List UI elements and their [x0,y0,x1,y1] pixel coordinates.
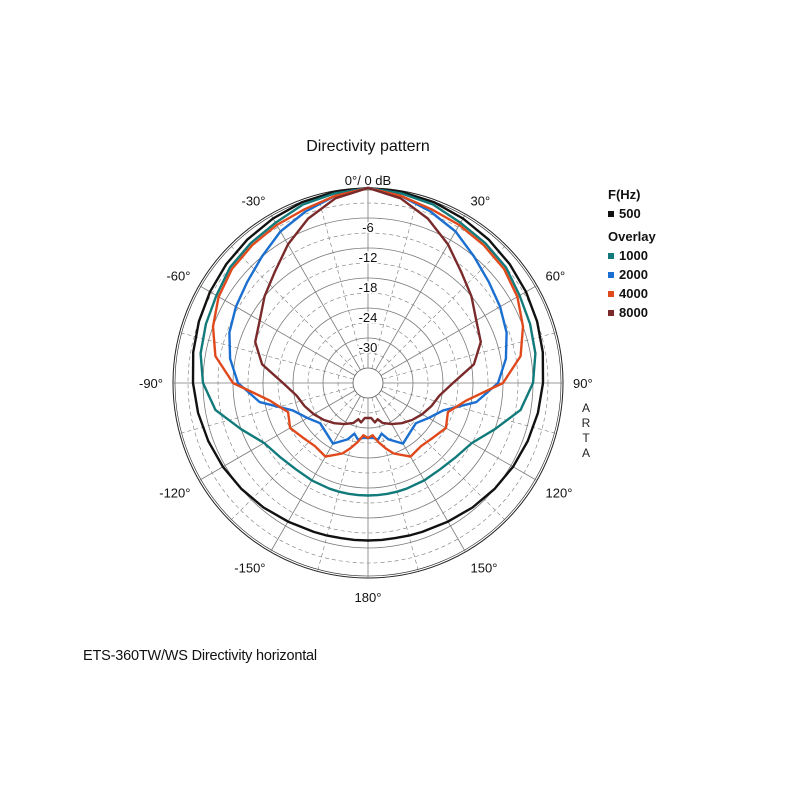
polar-grid [172,187,564,579]
angle-label: -60° [166,269,190,284]
angle-label: 120° [546,486,573,501]
legend-label-4000: 4000 [619,286,648,301]
radial-labels: 0°/ 0 dB -6 -12 -18 -24 -30 [345,173,391,357]
caption: ETS-360TW/WS Directivity horizontal [83,648,317,664]
brand-letter: T [582,431,590,445]
grid-spoke [179,332,354,380]
legend-item-500: 500 [608,204,656,223]
angle-label: 150° [471,561,498,576]
grid-spoke [382,386,557,434]
legend-item-1000: 1000 [608,246,656,265]
angle-label: 60° [546,269,566,284]
radial-label: -12 [359,250,378,265]
legend: F(Hz) 500 Overlay 1000 2000 4000 8000 [608,185,656,322]
angle-label: 180° [355,590,382,605]
series-line-8000 [254,186,482,426]
grid-spoke [380,390,538,481]
legend-label-8000: 8000 [619,305,648,320]
legend-swatch-2000 [608,271,614,278]
legend-label-1000: 1000 [619,248,648,263]
radial-label: 0°/ 0 dB [345,173,391,188]
chart-title: Directivity pattern [306,138,430,155]
radial-label: -24 [359,310,378,325]
grid-spoke [198,285,356,376]
radial-label: -30 [359,340,378,355]
legend-swatch-8000 [608,309,614,316]
legend-item-4000: 4000 [608,284,656,303]
angle-label: -30° [242,193,266,208]
brand-letter: A [582,401,590,415]
brand-letter: R [582,416,591,430]
legend-label-2000: 2000 [619,267,648,282]
series-line-4000 [211,186,525,458]
angle-label: -150° [234,561,265,576]
angle-label: 30° [471,193,491,208]
grid-spoke [317,397,365,572]
angle-label: -90° [139,376,163,391]
grid-spoke [375,213,466,371]
series-lines [191,186,545,542]
angle-label: 90° [573,376,593,391]
angle-label: -120° [159,486,190,501]
series-line-500 [191,186,545,542]
legend-swatch-1000 [608,252,614,259]
legend-swatch-500 [608,210,614,217]
radial-label: -6 [362,220,374,235]
radial-label: -18 [359,280,378,295]
legend-title: F(Hz) [608,187,641,202]
angle-labels: -30° 30° -60° 60° -90° 90° -120° 120° -150° 150° 1… [139,193,593,605]
brand-letter: A [582,446,590,460]
legend-overlay-title: Overlay [608,229,656,244]
grid-spoke [378,393,507,522]
grid-spoke [198,390,356,481]
grid-spoke [179,386,354,434]
grid-spoke [270,213,361,371]
grid-spoke [371,194,419,369]
legend-label-500: 500 [619,206,641,221]
grid-spoke [270,395,361,553]
legend-item-8000: 8000 [608,303,656,322]
grid-spoke [375,395,466,553]
legend-swatch-4000 [608,290,614,297]
grid-spoke [229,244,358,373]
grid-spoke [317,194,365,369]
legend-item-2000: 2000 [608,265,656,284]
grid-spoke [229,393,358,522]
grid-spoke [371,397,419,572]
center-ring [352,367,384,399]
grid-spoke [382,332,557,380]
grid-spoke [380,285,538,376]
series-line-1000 [199,186,537,497]
grid-spoke [378,244,507,373]
